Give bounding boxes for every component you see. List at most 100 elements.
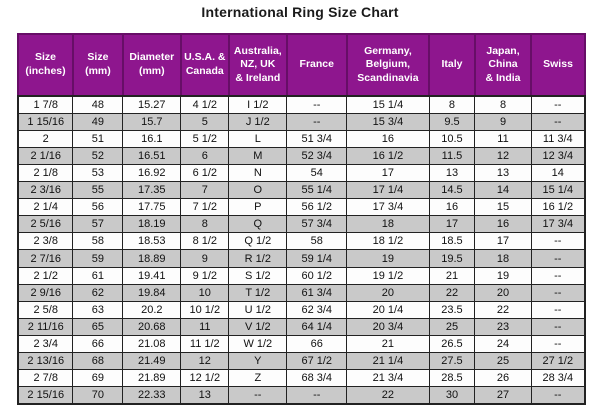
table-cell: 14.5 (428, 181, 476, 200)
table-cell: W 1/2 (228, 335, 288, 354)
table-cell: -- (530, 386, 586, 405)
table-cell: 7 (180, 181, 230, 200)
table-cell: Q (228, 215, 288, 234)
column-header: Australia, NZ, UK & Ireland (227, 33, 288, 97)
table-cell: 18.19 (122, 215, 182, 234)
table-cell: 6 (180, 146, 230, 165)
table-cell: 2 15/16 (17, 386, 74, 405)
table-cell: 19 (346, 249, 430, 268)
table-cell: 15 3/4 (346, 112, 430, 131)
table-row: 2 51 16.1 5 1/2 L 51 3/4 16 10.5 11 11 3/4 (17, 129, 586, 148)
table-row: 2 13/16 68 21.49 12 Y 67 1/2 21 1/4 27.5 25 27 1/… (17, 352, 586, 371)
table-cell: -- (530, 266, 586, 285)
table-cell: 16.1 (122, 129, 182, 148)
table-cell: 10.5 (428, 129, 476, 148)
table-cell: Y (228, 352, 288, 371)
table-cell: U 1/2 (228, 300, 288, 319)
table-cell: -- (530, 95, 586, 114)
table-cell: 58 (72, 232, 124, 251)
table-cell: 22 (346, 386, 430, 405)
table-row: 1 15/16 49 15.7 5 J 1/2 -- 15 3/4 9.5 9 -- (17, 112, 586, 131)
table-cell: 48 (72, 95, 124, 114)
table-cell: 12 (474, 146, 532, 165)
table-row: 2 3/16 55 17.35 7 O 55 1/4 17 1/4 14.5 14 15 1/4 (17, 181, 586, 200)
table-cell: 14 (530, 163, 586, 183)
table-row: 2 1/8 53 16.92 6 1/2 N 54 17 13 13 14 (17, 163, 586, 183)
table-cell: 1 7/8 (17, 95, 74, 114)
table-cell: 59 (72, 249, 124, 268)
table-cell: 16 1/2 (530, 198, 586, 217)
table-cell: 14 (474, 181, 532, 200)
table-cell: 15.7 (122, 112, 182, 131)
table-row: 2 7/8 69 21.89 12 1/2 Z 68 3/4 21 3/4 28.5 26 28 … (17, 369, 586, 388)
table-cell: 2 (17, 129, 74, 148)
table-cell: 52 3/4 (286, 146, 348, 165)
table-cell: L (228, 129, 288, 148)
table-cell: 2 9/16 (17, 283, 74, 302)
table-cell: 57 (72, 215, 124, 234)
table-cell: 9.5 (428, 112, 476, 131)
table-cell: 9 (474, 112, 532, 131)
table-cell: 23 (474, 317, 532, 337)
table-row: 2 7/16 59 18.89 9 R 1/2 59 1/4 19 19.5 18 -- (17, 249, 586, 268)
table-row: 2 3/4 66 21.08 11 1/2 W 1/2 66 21 26.5 24 -- (17, 335, 586, 354)
table-cell: 20 3/4 (346, 317, 430, 337)
table-cell: -- (286, 112, 348, 131)
table-cell: J 1/2 (228, 112, 288, 131)
table-cell: P (228, 198, 288, 217)
table-cell: -- (228, 386, 288, 405)
table-cell: -- (530, 300, 586, 319)
table-cell: 9 (180, 249, 230, 268)
table-cell: Z (228, 369, 288, 388)
table-cell: 20 (346, 283, 430, 302)
column-header: Japan, China & India (473, 33, 533, 97)
table-cell: 2 11/16 (17, 317, 74, 337)
table-cell: 57 3/4 (286, 215, 348, 234)
table-row: 2 5/8 63 20.2 10 1/2 U 1/2 62 3/4 20 1/4 23.5 22… (17, 300, 586, 319)
table-cell: 19 (474, 266, 532, 285)
table-cell: 21.89 (122, 369, 182, 388)
table-cell: 21 3/4 (346, 369, 430, 388)
table-cell: 6 1/2 (180, 163, 230, 183)
table-cell: 17 (474, 232, 532, 251)
table-cell: 26.5 (428, 335, 476, 354)
table-cell: 16.51 (122, 146, 182, 165)
ring-size-table: Size (inches) Size (mm) Diameter (mm) U.S.A… (17, 33, 586, 405)
table-cell: 18 (474, 249, 532, 268)
table-cell: 21.08 (122, 335, 182, 354)
table-cell: 17 1/4 (346, 181, 430, 200)
table-cell: 67 1/2 (286, 352, 348, 371)
table-cell: 9 1/2 (180, 266, 230, 285)
table-cell: 61 (72, 266, 124, 285)
table-cell: 21 (428, 266, 476, 285)
table-cell: 11.5 (428, 146, 476, 165)
table-cell: O (228, 181, 288, 200)
table-row: 2 1/16 52 16.51 6 M 52 3/4 16 1/2 11.5 12 12 3/4 (17, 146, 586, 165)
column-header: Size (mm) (71, 33, 124, 97)
table-cell: 64 1/4 (286, 317, 348, 337)
table-cell: 2 5/16 (17, 215, 74, 234)
table-cell: 25 (428, 317, 476, 337)
table-cell: 19.41 (122, 266, 182, 285)
table-cell: T 1/2 (228, 283, 288, 302)
table-row: 2 3/8 58 18.53 8 1/2 Q 1/2 58 18 1/2 18.5 17 -- (17, 232, 586, 251)
table-cell: 2 13/16 (17, 352, 74, 371)
table-cell: N (228, 163, 288, 183)
table-cell: 54 (286, 163, 348, 183)
table-cell: 20 (474, 283, 532, 302)
table-cell: 23.5 (428, 300, 476, 319)
table-cell: -- (530, 232, 586, 251)
table-cell: 5 (180, 112, 230, 131)
table-cell: 4 1/2 (180, 95, 230, 114)
table-cell: M (228, 146, 288, 165)
table-cell: 17 (346, 163, 430, 183)
table-cell: 51 3/4 (286, 129, 348, 148)
table-cell: 17 3/4 (346, 198, 430, 217)
table-cell: 66 (72, 335, 124, 354)
table-cell: 62 (72, 283, 124, 302)
header-row: Size (inches) Size (mm) Diameter (mm) U.S.A… (17, 33, 586, 97)
table-cell: 69 (72, 369, 124, 388)
table-cell: 18 (346, 215, 430, 234)
table-head: Size (inches) Size (mm) Diameter (mm) U.S.A… (17, 33, 586, 97)
